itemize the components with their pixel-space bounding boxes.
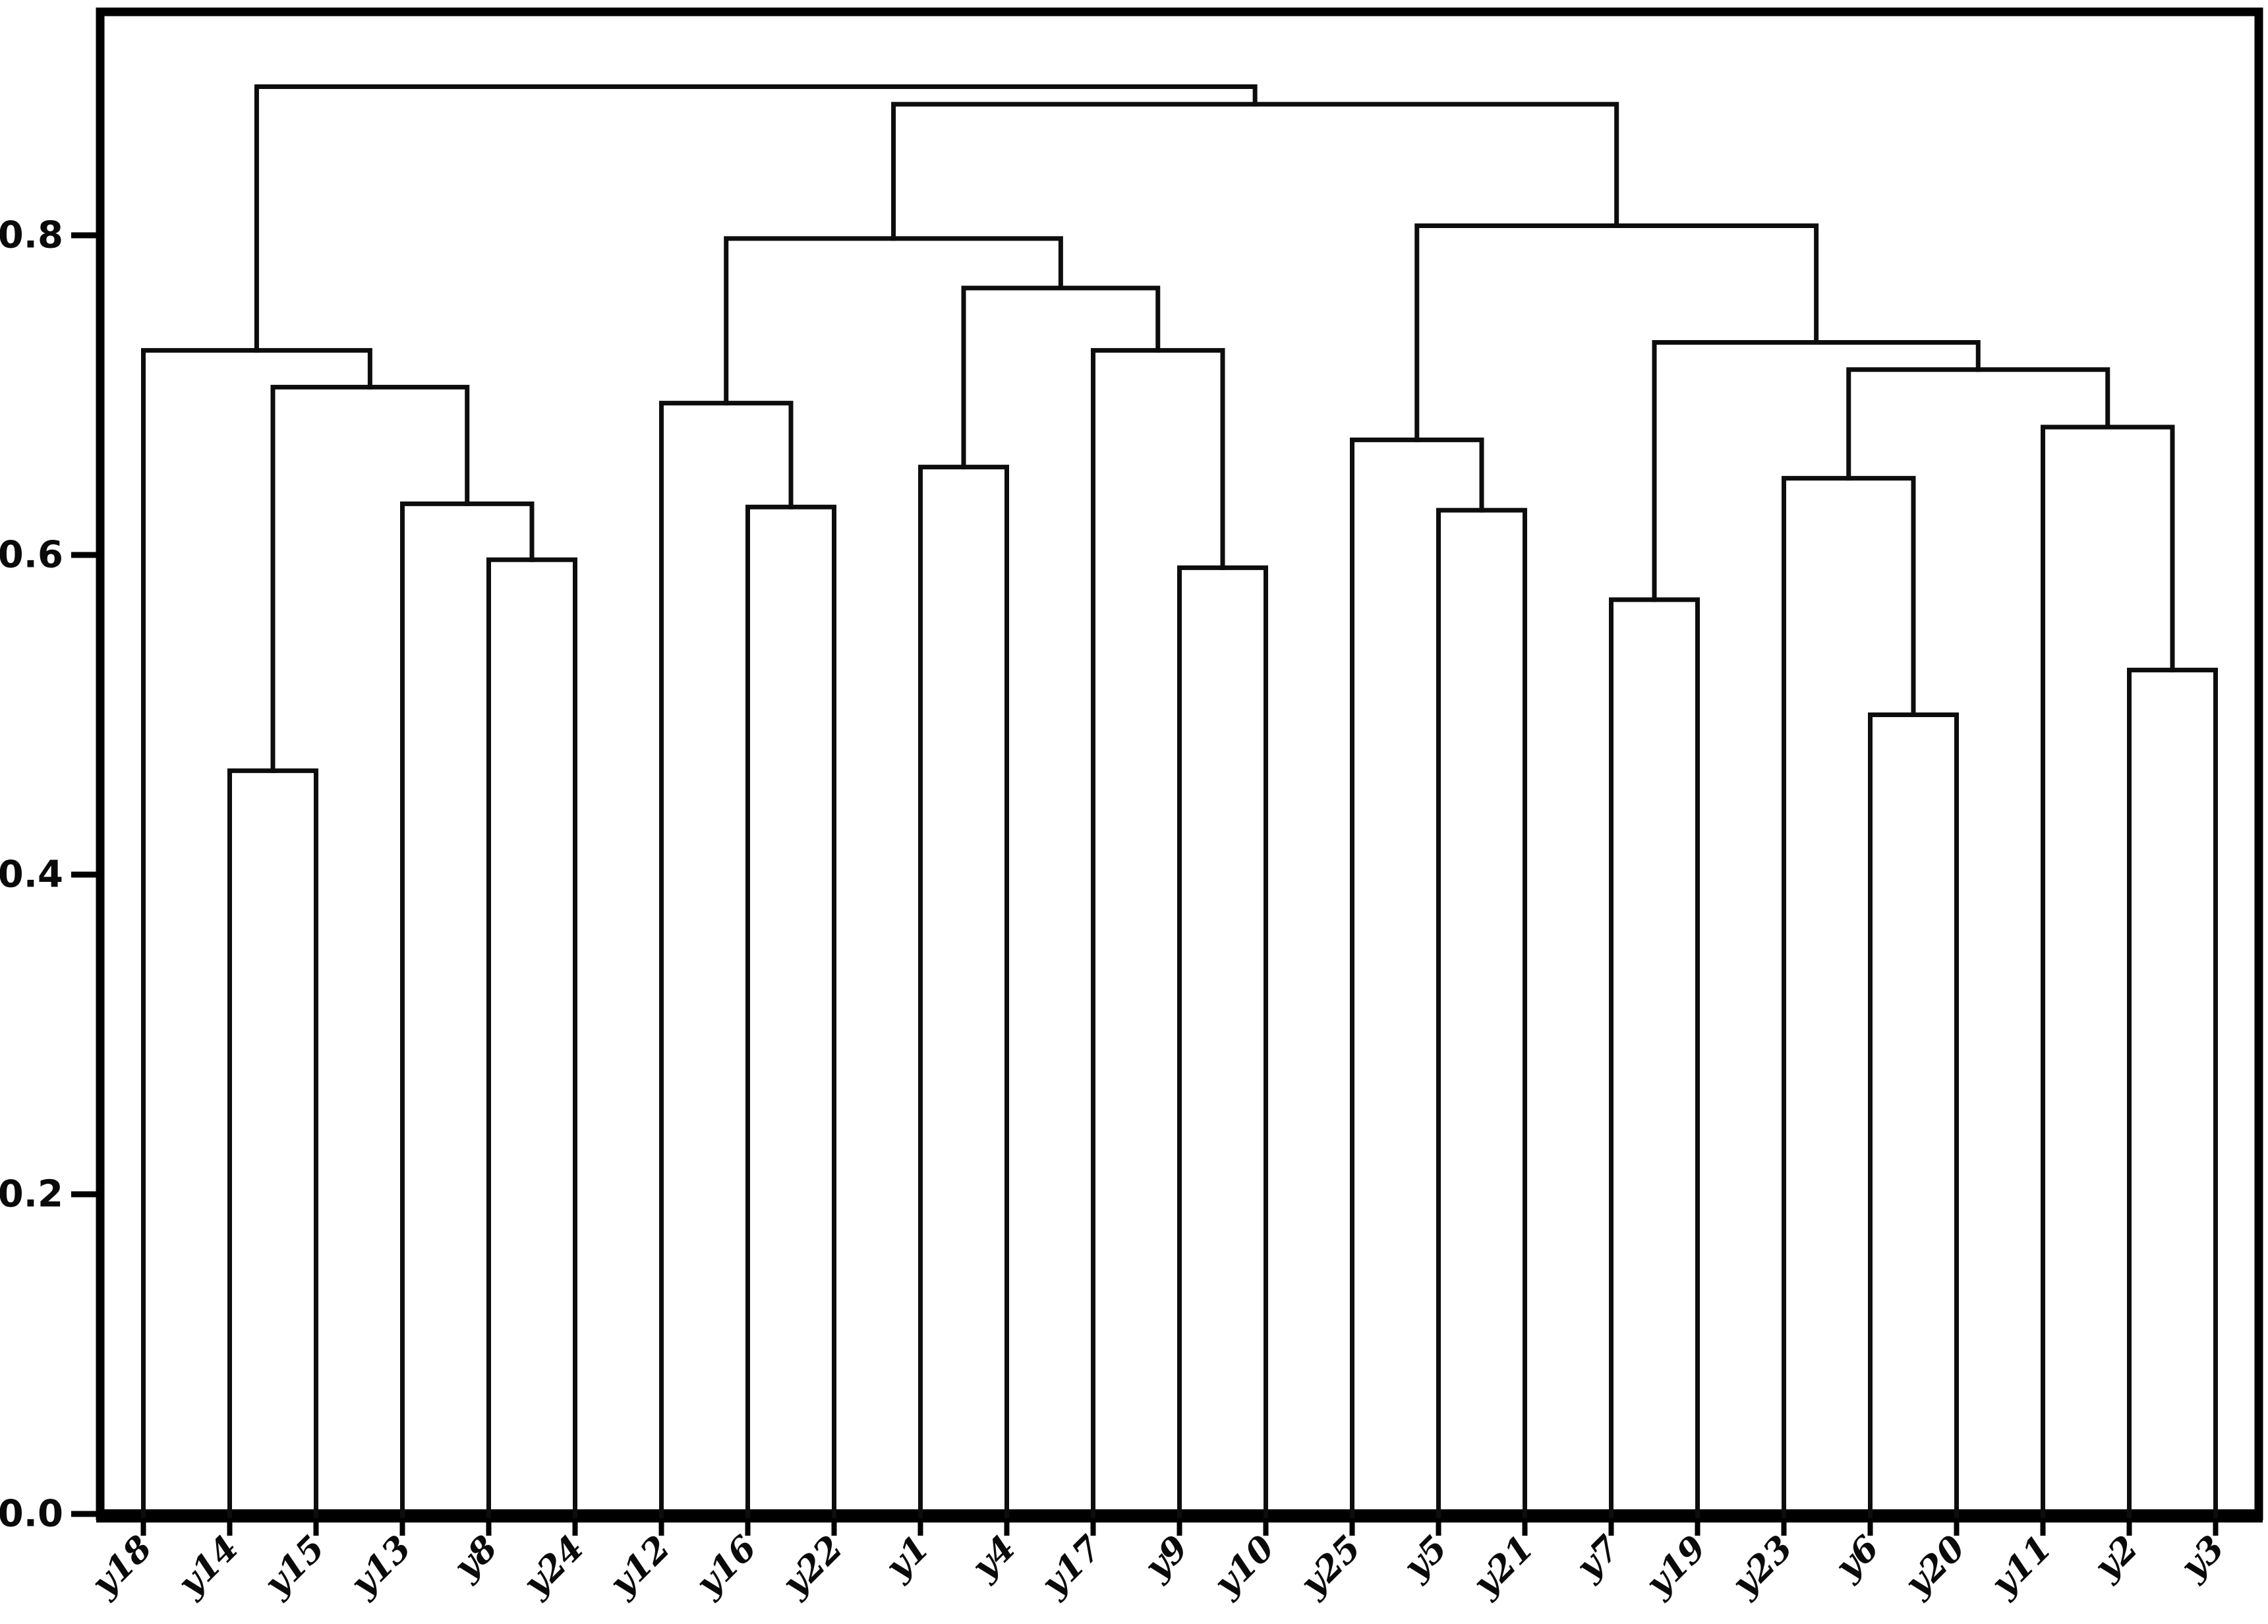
cluster-link: [254, 84, 1258, 353]
y-tick-label: 0.2: [0, 1173, 63, 1216]
y-tick-label: 0.4: [0, 854, 63, 896]
y-tick-label: 0.8: [0, 214, 63, 257]
y-tick-label: 0.0: [0, 1493, 63, 1536]
y-tick-label: 0.6: [0, 534, 63, 577]
